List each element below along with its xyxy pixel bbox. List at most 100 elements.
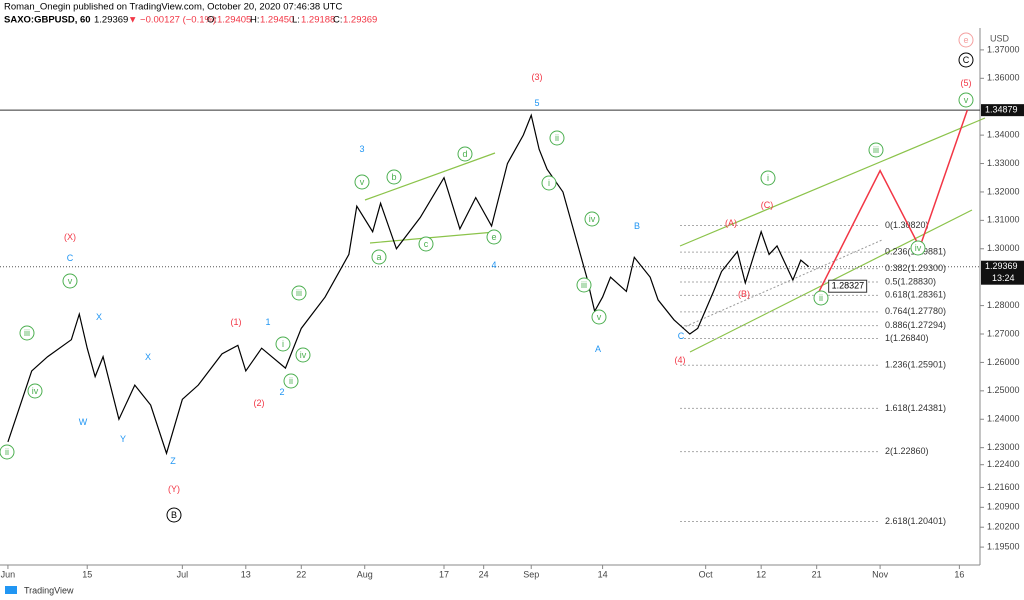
brand-logo bbox=[5, 586, 17, 594]
y-tick-label: 1.21600 bbox=[987, 482, 1020, 492]
wave-circle bbox=[541, 175, 557, 191]
wave-circle bbox=[868, 142, 884, 158]
wave-circle bbox=[386, 169, 402, 185]
fib-trend bbox=[681, 239, 883, 329]
symbol: SAXO:GBPUSD, 60 bbox=[4, 15, 91, 26]
brand: TradingView bbox=[24, 585, 74, 595]
wave-circle bbox=[584, 211, 600, 227]
wave-label: iv bbox=[915, 243, 922, 253]
x-tick-label: 12 bbox=[756, 569, 766, 579]
x-tick-label: 21 bbox=[812, 569, 822, 579]
y-tick-label: 1.28000 bbox=[987, 300, 1020, 310]
y-tick-label: 1.30000 bbox=[987, 243, 1020, 253]
fib-label: 2(1.22860) bbox=[885, 446, 929, 456]
price-series bbox=[7, 113, 810, 456]
wave-circle bbox=[19, 325, 35, 341]
low: 1.29188 bbox=[301, 15, 335, 26]
wave-label: 1 bbox=[265, 317, 270, 327]
wave-label: ii bbox=[819, 293, 823, 303]
wave-label: iii bbox=[873, 145, 879, 155]
wave-label: v bbox=[68, 276, 73, 286]
fib-label: 1.236(1.25901) bbox=[885, 360, 946, 370]
x-tick-label: Oct bbox=[699, 569, 714, 579]
x-tick-label: 15 bbox=[82, 569, 92, 579]
projection-tag bbox=[828, 279, 868, 293]
wave-label: (Y) bbox=[168, 484, 180, 494]
currency: USD bbox=[990, 33, 1010, 43]
wave-label: A bbox=[595, 344, 601, 354]
current-price-tag bbox=[981, 260, 1024, 285]
wave-circle bbox=[813, 290, 829, 306]
y-tick-label: 1.32000 bbox=[987, 186, 1020, 196]
channel-line bbox=[369, 231, 496, 244]
y-tick-label: 1.25000 bbox=[987, 385, 1020, 395]
y-tick-label: 1.33000 bbox=[987, 158, 1020, 168]
wave-label: (4) bbox=[675, 355, 686, 365]
wave-circle bbox=[958, 52, 974, 68]
wave-circle bbox=[486, 229, 502, 245]
wave-circle bbox=[291, 285, 307, 301]
x-tick-label: 14 bbox=[598, 569, 608, 579]
y-tick-label: 1.23000 bbox=[987, 442, 1020, 452]
wave-label: a bbox=[376, 252, 381, 262]
x-tick-label: Jul bbox=[177, 569, 189, 579]
wave-label: i bbox=[767, 173, 769, 183]
wave-label: e bbox=[491, 232, 496, 242]
open-key: O: bbox=[207, 15, 217, 26]
low-key: L: bbox=[292, 15, 300, 26]
wave-circle bbox=[457, 146, 473, 162]
wave-label: Y bbox=[120, 434, 126, 444]
wave-circle bbox=[27, 383, 43, 399]
x-tick-label: 24 bbox=[479, 569, 489, 579]
wave-circle bbox=[371, 249, 387, 265]
wave-circle bbox=[166, 507, 182, 523]
y-tick-label: 1.20900 bbox=[987, 502, 1020, 512]
fib-label: 0.382(1.29300) bbox=[885, 263, 946, 273]
wave-label: ii bbox=[5, 447, 9, 457]
y-tick-label: 1.34000 bbox=[987, 129, 1020, 139]
high-key: H: bbox=[250, 15, 260, 26]
x-tick-label: 17 bbox=[439, 569, 449, 579]
wave-label: c bbox=[424, 239, 429, 249]
x-tick-label: 16 bbox=[954, 569, 964, 579]
channel-line bbox=[679, 117, 986, 247]
wave-circle bbox=[591, 309, 607, 325]
fib-label: 0(1.30820) bbox=[885, 220, 929, 230]
wave-label: (B) bbox=[738, 289, 750, 299]
wave-circle bbox=[760, 170, 776, 186]
wave-label: C bbox=[678, 331, 685, 341]
x-tick-label: Jun bbox=[1, 569, 16, 579]
y-tick-label: 1.31000 bbox=[987, 215, 1020, 225]
channel-line bbox=[364, 152, 496, 201]
wave-circle bbox=[295, 347, 311, 363]
x-tick-label: 13 bbox=[241, 569, 251, 579]
wave-label: (3) bbox=[532, 72, 543, 82]
wave-label: C bbox=[67, 253, 74, 263]
y-tick-label: 1.20200 bbox=[987, 522, 1020, 532]
wave-circle bbox=[275, 336, 291, 352]
fib-label: 0.618(1.28361) bbox=[885, 290, 946, 300]
wave-label: ii bbox=[555, 133, 559, 143]
wave-label: e bbox=[963, 35, 968, 45]
y-tick-label: 1.26000 bbox=[987, 357, 1020, 367]
wave-label: X bbox=[145, 352, 151, 362]
wave-circle bbox=[958, 92, 974, 108]
wave-label: (2) bbox=[254, 398, 265, 408]
wave-label: Z bbox=[170, 456, 176, 466]
wave-label: v bbox=[360, 177, 365, 187]
price-line-label: 1.34879 bbox=[985, 105, 1018, 115]
wave-label: X bbox=[96, 312, 102, 322]
change: ▼ −0.00127 (−0.1%) bbox=[128, 15, 216, 26]
wave-circle bbox=[418, 236, 434, 252]
wave-label: iii bbox=[24, 328, 30, 338]
wave-circle bbox=[354, 174, 370, 190]
wave-label: iv bbox=[300, 350, 307, 360]
high: 1.29450 bbox=[260, 15, 294, 26]
wave-circle bbox=[0, 444, 15, 460]
wave-circle bbox=[576, 277, 592, 293]
fib-label: 1.618(1.24381) bbox=[885, 403, 946, 413]
price-line-tag bbox=[981, 104, 1024, 117]
fib-label: 0.764(1.27780) bbox=[885, 306, 946, 316]
wave-circle bbox=[910, 240, 926, 256]
